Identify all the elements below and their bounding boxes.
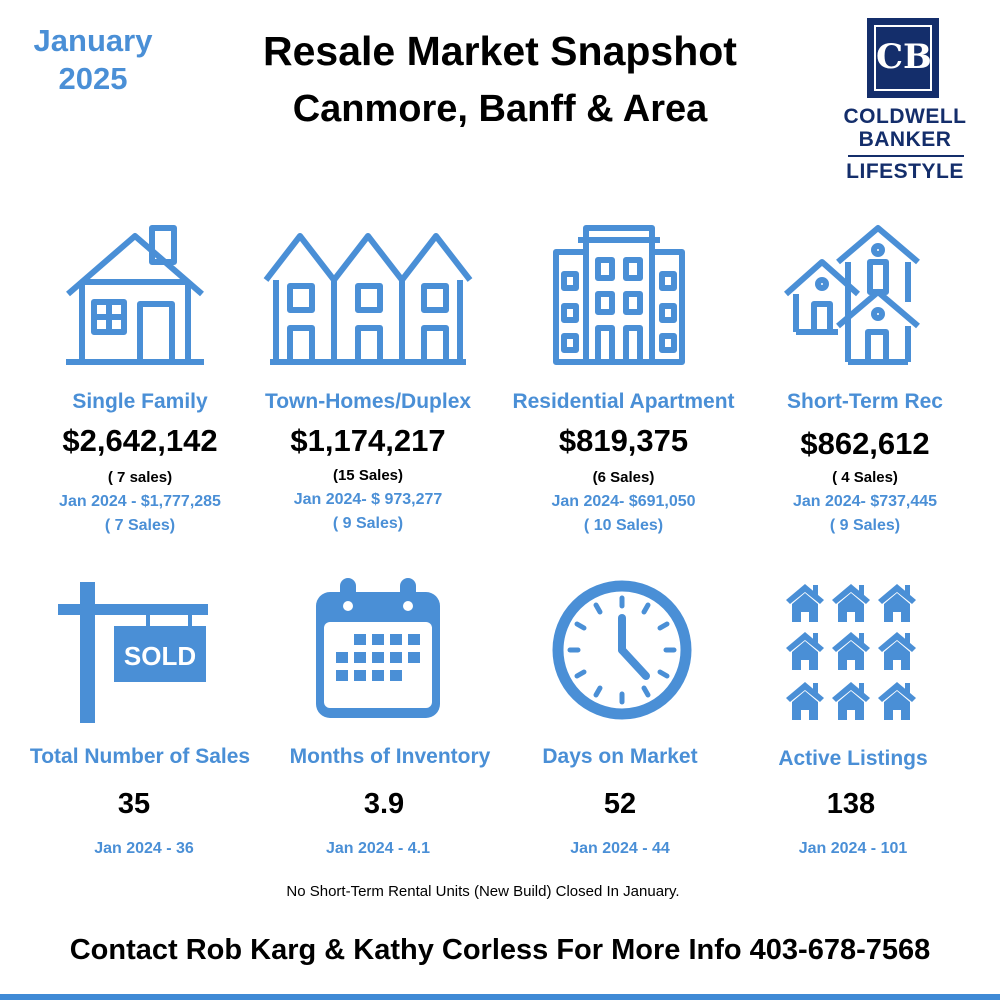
stat-prev-total-sales: Jan 2024 - 36 [94,840,194,857]
prev-sales-apartment: ( 10 Sales) [583,517,664,534]
category-label-townhomes: Town-Homes/Duplex [264,390,472,413]
home-grid-icon [786,584,916,720]
prev-sales-single-family: ( 7 Sales) [104,517,176,534]
prev-sales-short-term-rec: ( 9 Sales) [829,517,901,534]
stat-label-months-inventory: Months of Inventory [289,745,491,768]
category-label-apartment: Residential Apartment [512,390,735,413]
stat-prev-months-inventory: Jan 2024 - 4.1 [325,840,431,857]
category-label-short-term-rec: Short-Term Rec [787,390,943,413]
sales-single-family: ( 7 sales) [107,469,173,486]
prev-sales-townhomes: ( 9 Sales) [332,515,404,532]
price-single-family: $2,642,142 [62,423,218,458]
townhomes-icon [263,233,473,365]
brand-line-1: COLDWELL [843,105,967,128]
stat-value-active-listings: 138 [826,788,876,820]
houses-cluster-icon [784,225,920,365]
apartment-building-icon [553,225,685,365]
sales-short-term-rec: ( 4 Sales) [832,469,898,486]
footnote: No Short-Term Rental Units (New Build) C… [286,883,680,900]
calendar-icon [316,578,440,718]
price-short-term-rec: $862,612 [800,426,930,461]
bottom-border [0,994,1000,1000]
page-title: Resale Market Snapshot [263,28,737,74]
month-label: January 2025 [18,22,168,98]
page-subtitle: Canmore, Banff & Area [292,88,708,130]
stat-prev-days-on-market: Jan 2024 - 44 [570,840,670,857]
stat-value-months-inventory: 3.9 [363,788,405,820]
prev-price-short-term-rec: Jan 2024- $737,445 [792,493,938,510]
logo-monogram: CB [874,25,932,91]
stat-value-total-sales: 35 [117,788,151,820]
prev-price-townhomes: Jan 2024- $ 973,277 [293,491,443,508]
stat-label-active-listings: Active Listings [778,747,928,770]
stat-label-days-on-market: Days on Market [542,745,698,768]
category-label-single-family: Single Family [72,390,208,413]
stat-label-total-sales: Total Number of Sales [29,745,251,768]
brand-logo: CB [867,18,939,98]
house-icon [66,225,204,365]
sold-sign-icon: SOLD [58,582,208,723]
stat-value-days-on-market: 52 [603,788,637,820]
sales-apartment: (6 Sales) [592,469,655,486]
brand-line-3: LIFESTYLE [846,160,964,183]
year: 2025 [58,61,128,96]
price-apartment: $819,375 [558,423,689,458]
prev-price-apartment: Jan 2024- $691,050 [551,493,696,510]
brand-divider [848,155,964,157]
brand-line-2: BANKER [858,128,952,151]
price-townhomes: $1,174,217 [290,423,446,458]
prev-price-single-family: Jan 2024 - $1,777,285 [59,493,221,510]
contact-line: Contact Rob Karg & Kathy Corless For Mor… [69,934,931,966]
clock-icon [552,580,692,720]
sold-sign-text: SOLD [124,641,196,671]
month-name: January [33,23,153,58]
stat-prev-active-listings: Jan 2024 - 101 [798,840,908,857]
sales-townhomes: (15 Sales) [332,467,404,484]
